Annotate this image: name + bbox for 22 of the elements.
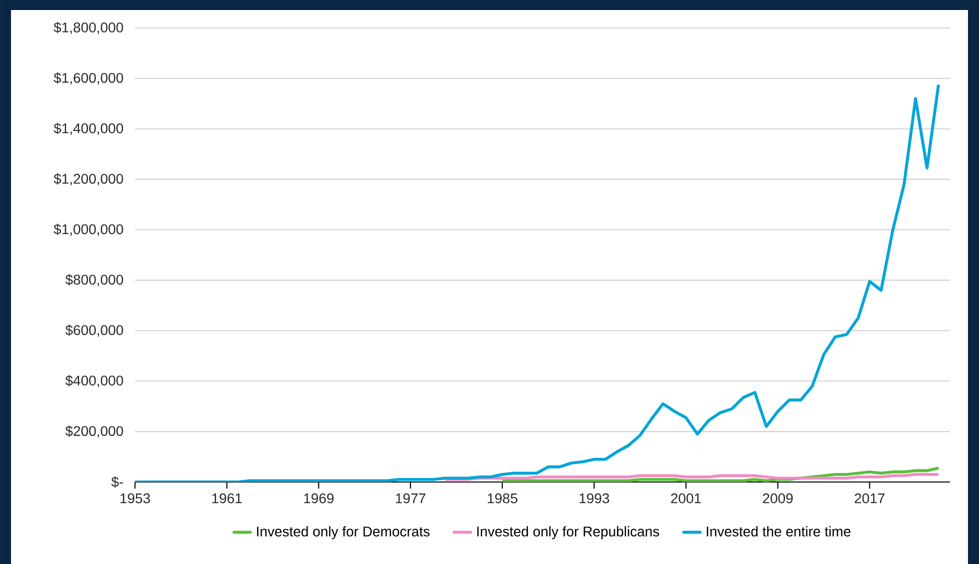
legend-label: Invested only for Republicans — [477, 526, 660, 540]
y-tick-label: $800,000 — [65, 274, 124, 286]
y-tick-label: $400,000 — [65, 375, 124, 388]
y-tick-label: $1,600,000 — [54, 72, 124, 85]
y-tick-label: $1,800,000 — [54, 22, 124, 34]
x-tick-label: 2001 — [671, 493, 701, 504]
x-tick-label: 1969 — [304, 493, 334, 504]
y-tick-label: $- — [111, 476, 124, 488]
y-tick-label: $1,200,000 — [54, 173, 124, 186]
x-tick-label: 1977 — [396, 493, 426, 504]
x-tick-label: 1985 — [488, 493, 518, 504]
x-tick-label: 2017 — [854, 493, 884, 504]
x-tick-label: 2009 — [762, 493, 793, 504]
x-tick-label: 1993 — [580, 493, 610, 504]
y-tick-label: $1,000,000 — [54, 224, 124, 236]
y-tick-label: $1,400,000 — [54, 122, 124, 135]
y-tick-label: $200,000 — [65, 425, 124, 438]
legend-label: Invested only for Democrats — [257, 526, 430, 540]
x-tick-label: 1953 — [120, 493, 150, 504]
legend-label: Invested the entire time — [706, 526, 850, 536]
y-tick-label: $600,000 — [65, 324, 124, 337]
x-tick-label: 1961 — [212, 493, 242, 504]
